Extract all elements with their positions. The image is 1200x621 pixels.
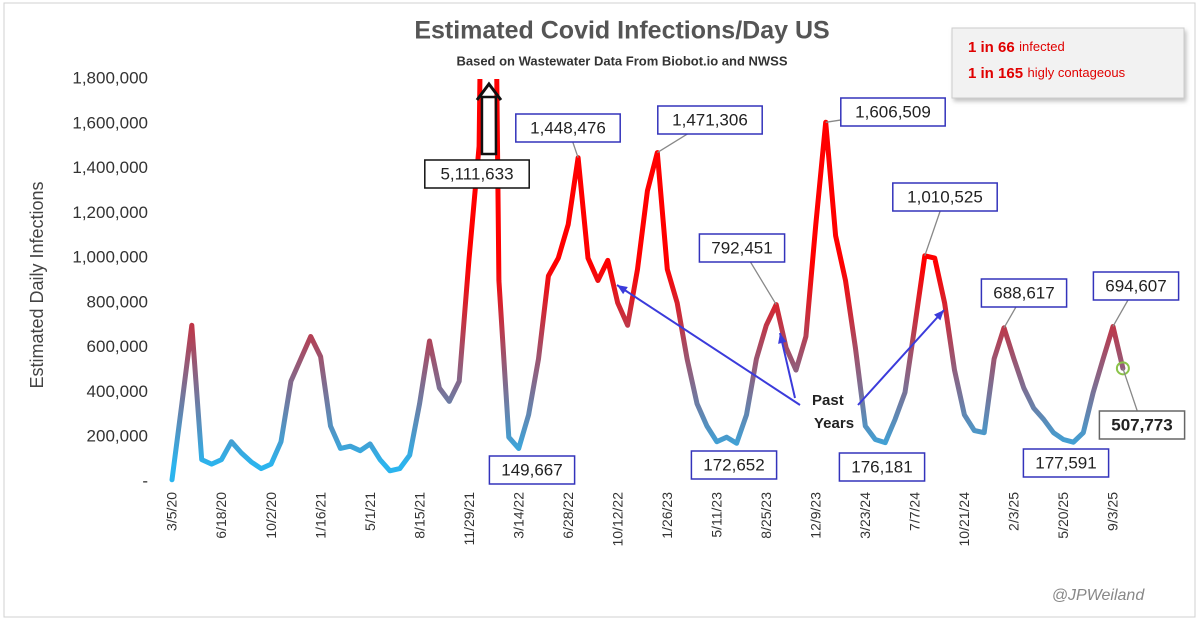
annotation-text: Past xyxy=(812,392,844,409)
x-tick-label: 8/25/23 xyxy=(758,492,774,539)
y-tick-label: 200,000 xyxy=(87,427,148,446)
x-tick-label: 6/28/22 xyxy=(560,492,576,539)
x-tick-label: 10/2/20 xyxy=(263,492,279,539)
y-tick-label: 1,800,000 xyxy=(72,68,148,87)
last-point xyxy=(1115,361,1130,376)
value-label: 5,111,633 xyxy=(440,164,513,183)
y-tick-label: 800,000 xyxy=(87,292,148,311)
y-tick-label: - xyxy=(142,471,148,490)
y-tick-label: 400,000 xyxy=(87,382,148,401)
y-tick-label: 1,400,000 xyxy=(72,158,148,177)
annotation-text: Years xyxy=(814,415,854,432)
x-tick-label: 11/29/21 xyxy=(461,492,477,546)
y-tick-label: 1,000,000 xyxy=(72,248,148,267)
value-label-box xyxy=(1098,410,1186,440)
value-label: 1,010,525 xyxy=(907,187,983,206)
y-tick-label: 600,000 xyxy=(87,337,148,356)
chart-subtitle: Based on Wastewater Data From Biobot.io … xyxy=(456,53,787,68)
value-label: 694,607 xyxy=(1105,276,1166,295)
x-tick-label: 12/9/23 xyxy=(808,492,824,539)
data-line xyxy=(169,79,1126,483)
y-tick-label: 1,200,000 xyxy=(72,203,148,222)
value-label: 1,471,306 xyxy=(672,110,748,129)
x-tick-label: 1/26/23 xyxy=(659,492,675,539)
info-text: higly contageous xyxy=(1028,65,1126,80)
value-label-box xyxy=(657,105,763,135)
x-tick-label: 6/18/20 xyxy=(213,492,229,539)
value-label: 792,451 xyxy=(711,238,772,257)
value-label-box xyxy=(690,450,778,480)
annotation-arrow xyxy=(616,284,801,406)
x-tick-label: 3/23/24 xyxy=(857,492,873,539)
x-tick-label: 7/7/24 xyxy=(907,492,923,531)
offscale-marker xyxy=(480,95,498,156)
x-tick-label: 5/20/25 xyxy=(1055,492,1071,539)
offscale-arrow xyxy=(475,81,503,101)
chart-title: Estimated Covid Infections/Day US xyxy=(414,17,829,45)
value-label: 172,652 xyxy=(703,455,764,474)
x-tick-label: 3/14/22 xyxy=(510,492,526,539)
x-tick-label: 5/11/23 xyxy=(708,492,724,538)
arrow-head xyxy=(778,333,787,344)
value-label-box xyxy=(838,452,926,482)
info-line: 1 in 66 infected xyxy=(968,39,1065,56)
value-label: 177,591 xyxy=(1035,453,1096,472)
value-label: 688,617 xyxy=(993,283,1054,302)
info-text: infected xyxy=(1019,39,1065,54)
credit: @JPWeiland xyxy=(1052,587,1146,604)
y-axis-label: Estimated Daily Infections xyxy=(27,181,47,388)
x-tick-label: 10/21/24 xyxy=(956,492,972,547)
value-label-box xyxy=(980,278,1068,308)
arrow-head xyxy=(934,310,944,321)
x-tick-label: 8/15/21 xyxy=(411,492,427,539)
value-label-box xyxy=(892,182,998,212)
x-tick-label: 3/5/20 xyxy=(164,492,180,531)
info-box xyxy=(951,27,1185,99)
x-tick-label: 9/3/25 xyxy=(1105,492,1121,531)
chart-frame xyxy=(3,2,1196,618)
x-tick-label: 5/1/21 xyxy=(362,492,378,531)
arrow-head xyxy=(617,285,628,295)
x-tick-label: 10/12/22 xyxy=(609,492,625,547)
x-tick-label: 1/16/21 xyxy=(312,492,328,539)
annotation-arrow xyxy=(857,309,945,406)
value-label-box xyxy=(840,97,946,127)
info-bold: 1 in 66 xyxy=(968,39,1015,56)
info-bold: 1 in 165 xyxy=(968,65,1023,82)
value-label: 1,448,476 xyxy=(530,118,606,137)
value-label: 1,606,509 xyxy=(855,102,931,121)
value-label-box xyxy=(488,455,576,485)
x-tick-label: 2/3/25 xyxy=(1006,492,1022,531)
value-label: 176,181 xyxy=(851,457,912,476)
value-label: 149,667 xyxy=(501,460,562,479)
annotation-arrow xyxy=(779,332,796,399)
value-label-box xyxy=(1022,448,1110,478)
value-label-box xyxy=(515,113,621,143)
info-line: 1 in 165 higly contageous xyxy=(968,65,1126,82)
y-tick-label: 1,600,000 xyxy=(72,113,148,132)
value-label-box xyxy=(424,159,530,189)
value-label-box xyxy=(1092,271,1180,301)
value-label-box xyxy=(698,233,786,263)
value-label: 507,773 xyxy=(1111,415,1172,434)
